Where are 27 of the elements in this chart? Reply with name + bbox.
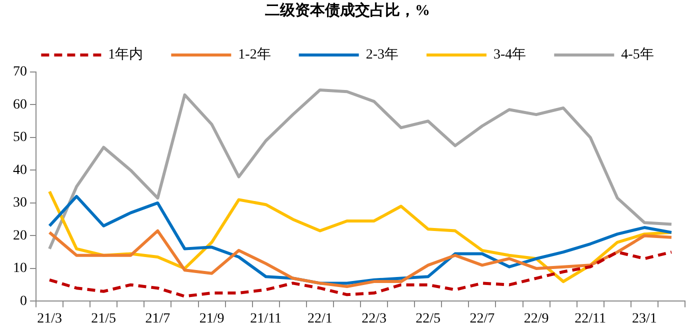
x-tick-label: 21/9 xyxy=(199,311,224,326)
x-tick-label: 22/3 xyxy=(362,311,386,326)
y-tick-label: 0 xyxy=(20,294,27,309)
line-series xyxy=(48,250,673,298)
x-tick-label: 22/9 xyxy=(524,311,549,326)
x-tick-label: 21/5 xyxy=(91,311,116,326)
x-tick-label: 22/1 xyxy=(307,311,332,326)
legend-label: 3-4年 xyxy=(494,46,526,63)
legend-label: 2-3年 xyxy=(366,46,399,63)
y-tick-label: 70 xyxy=(13,64,27,80)
legend-label: 1-2年 xyxy=(238,46,271,63)
x-tick-label: 21/7 xyxy=(145,311,170,326)
y-tick-label: 10 xyxy=(13,261,27,276)
x-tick-label: 22/11 xyxy=(574,311,606,326)
y-tick-label: 60 xyxy=(13,97,27,112)
chart-title: 二级资本债成交占比，% xyxy=(265,0,430,19)
legend-label: 4-5年 xyxy=(621,46,654,63)
legend-label: 1年内 xyxy=(108,46,144,63)
x-tick-label: 22/5 xyxy=(416,311,441,326)
x-tick-label: 21/3 xyxy=(37,311,62,326)
x-tick-label: 23/1 xyxy=(632,311,657,326)
y-tick-label: 30 xyxy=(13,196,27,211)
y-tick-label: 50 xyxy=(13,130,27,146)
x-tick-label: 22/7 xyxy=(470,311,495,326)
y-tick-label: 20 xyxy=(13,228,27,244)
x-tick-label: 21/11 xyxy=(250,311,282,326)
y-tick-label: 40 xyxy=(13,162,27,178)
